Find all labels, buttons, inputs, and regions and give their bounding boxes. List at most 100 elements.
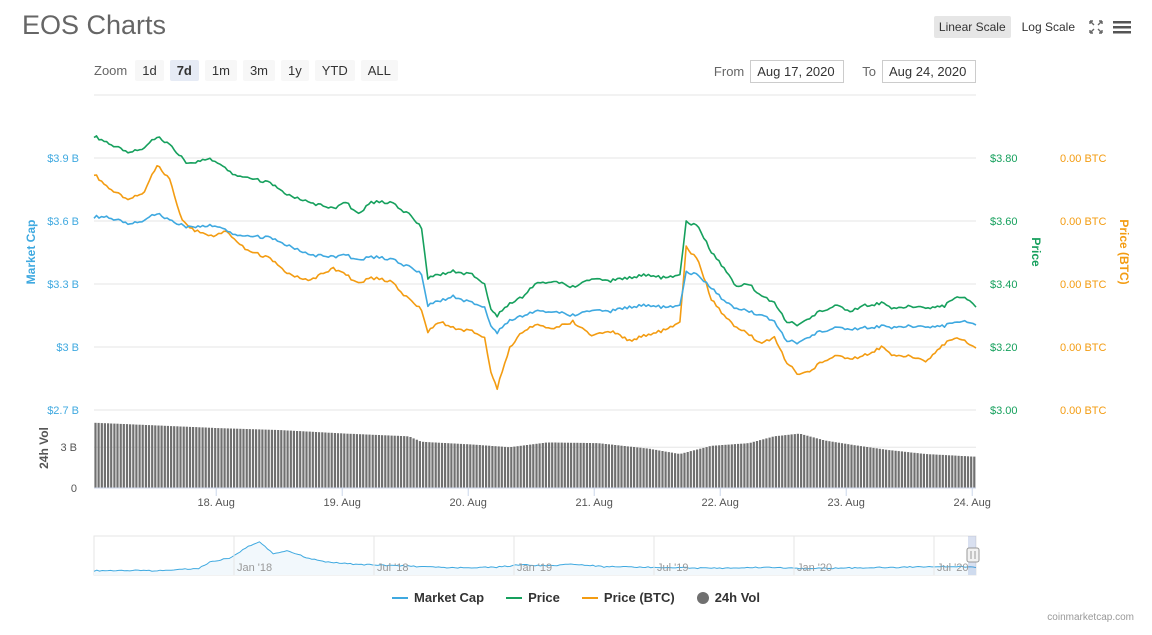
volume-bar xyxy=(214,428,217,488)
zoom-1m-button[interactable]: 1m xyxy=(204,60,237,81)
volume-bar xyxy=(226,428,229,488)
volume-bar xyxy=(963,456,966,488)
volume-bar xyxy=(138,424,141,488)
volume-bar xyxy=(825,440,828,488)
volume-bar xyxy=(929,454,932,488)
volume-bar xyxy=(941,454,944,488)
volume-bar xyxy=(932,454,935,488)
price-tick-label: $3.40 xyxy=(990,279,1018,291)
to-date-input[interactable] xyxy=(882,60,976,83)
legend-item-volume[interactable]: 24h Vol xyxy=(696,590,760,605)
volume-bar xyxy=(321,432,324,488)
volume-bar xyxy=(636,447,639,488)
fullscreen-icon[interactable] xyxy=(1086,17,1106,37)
legend-item-price[interactable]: Price xyxy=(506,590,560,605)
volume-bar xyxy=(251,429,255,488)
volume-bar xyxy=(582,442,585,488)
zoom-3m-button[interactable]: 3m xyxy=(242,60,275,81)
volume-bar xyxy=(551,442,554,488)
volume-bar xyxy=(264,429,267,488)
volume-bar xyxy=(236,428,239,488)
volume-bar xyxy=(837,442,840,488)
volume-bar xyxy=(815,438,818,488)
volume-bar xyxy=(233,428,236,488)
volume-bar xyxy=(777,435,781,488)
linear-scale-button[interactable]: Linear Scale xyxy=(933,16,1011,38)
volume-bar xyxy=(856,445,859,488)
volume-bar xyxy=(270,429,273,488)
x-tick-label: 20. Aug xyxy=(450,497,487,509)
volume-bar xyxy=(894,450,897,488)
price-tick-label: $3.80 xyxy=(990,153,1018,165)
legend: Market Cap Price Price (BTC) 24h Vol xyxy=(0,590,1152,605)
volume-bar xyxy=(516,446,519,488)
volume-bar xyxy=(393,435,396,488)
volume-bar xyxy=(409,437,412,488)
volume-bar xyxy=(390,435,393,488)
volume-bar xyxy=(916,453,919,488)
volume-bars xyxy=(94,422,976,489)
volume-bar xyxy=(176,426,179,488)
volume-bar xyxy=(831,441,834,488)
volume-bar xyxy=(185,426,188,488)
legend-item-market-cap[interactable]: Market Cap xyxy=(392,590,484,605)
menu-icon[interactable] xyxy=(1112,17,1132,37)
x-tick-label: 22. Aug xyxy=(702,497,739,509)
volume-bar xyxy=(302,431,305,488)
volume-bar xyxy=(163,425,166,488)
volume-bar xyxy=(204,427,207,488)
zoom-ytd-button[interactable]: YTD xyxy=(314,60,355,81)
volume-bar xyxy=(444,443,447,488)
volume-bar xyxy=(110,423,113,488)
volume-bar xyxy=(245,429,248,488)
volume-tick-label: 3 B xyxy=(60,442,77,454)
volume-bar xyxy=(724,444,727,488)
market-cap-tick-label: $3 B xyxy=(56,342,79,354)
legend-price-btc-swatch xyxy=(581,596,598,599)
volume-bar xyxy=(125,424,129,488)
volume-bar xyxy=(296,431,299,488)
volume-bar xyxy=(355,434,358,488)
zoom-7d-button[interactable]: 7d xyxy=(169,60,199,81)
volume-bar xyxy=(645,448,648,488)
legend-volume-label: 24h Vol xyxy=(714,590,760,605)
volume-bar xyxy=(289,430,292,488)
volume-bar xyxy=(374,434,377,488)
volume-bar xyxy=(428,442,431,488)
zoom-1d-button[interactable]: 1d xyxy=(135,60,164,81)
zoom-controls: Zoom 1d 7d 1m 3m 1y YTD ALL xyxy=(94,60,398,81)
volume-bar xyxy=(576,442,579,488)
volume-bar xyxy=(803,434,806,488)
page-title: EOS Charts xyxy=(22,10,167,40)
volume-bar xyxy=(696,449,699,488)
volume-bar xyxy=(755,441,759,488)
volume-bar xyxy=(406,436,409,488)
volume-bar xyxy=(648,448,651,488)
volume-bar xyxy=(642,448,645,489)
volume-bar xyxy=(897,451,900,488)
price-btc-tick-label: 0.00 BTC xyxy=(1060,405,1107,417)
price-axis-title: Price xyxy=(1029,237,1043,267)
volume-bar xyxy=(459,443,462,488)
volume-bar xyxy=(107,423,110,488)
volume-bar xyxy=(154,425,157,488)
volume-bar xyxy=(387,435,390,488)
volume-bar xyxy=(686,452,689,488)
log-scale-button[interactable]: Log Scale xyxy=(1021,20,1075,34)
volume-bar xyxy=(960,456,963,488)
volume-bar xyxy=(198,427,201,488)
legend-item-price-btc[interactable]: Price (BTC) xyxy=(581,590,675,605)
zoom-all-button[interactable]: ALL xyxy=(360,60,398,81)
volume-bar xyxy=(910,452,913,488)
volume-bar xyxy=(885,449,888,488)
volume-bar xyxy=(878,448,881,488)
volume-bar xyxy=(828,441,831,488)
volume-bar xyxy=(192,427,195,488)
from-date-input[interactable] xyxy=(750,60,845,83)
volume-bar xyxy=(919,453,922,488)
volume-bar xyxy=(144,425,147,488)
volume-bar xyxy=(532,444,535,488)
market-cap-line xyxy=(93,212,977,345)
zoom-1y-button[interactable]: 1y xyxy=(281,60,309,81)
